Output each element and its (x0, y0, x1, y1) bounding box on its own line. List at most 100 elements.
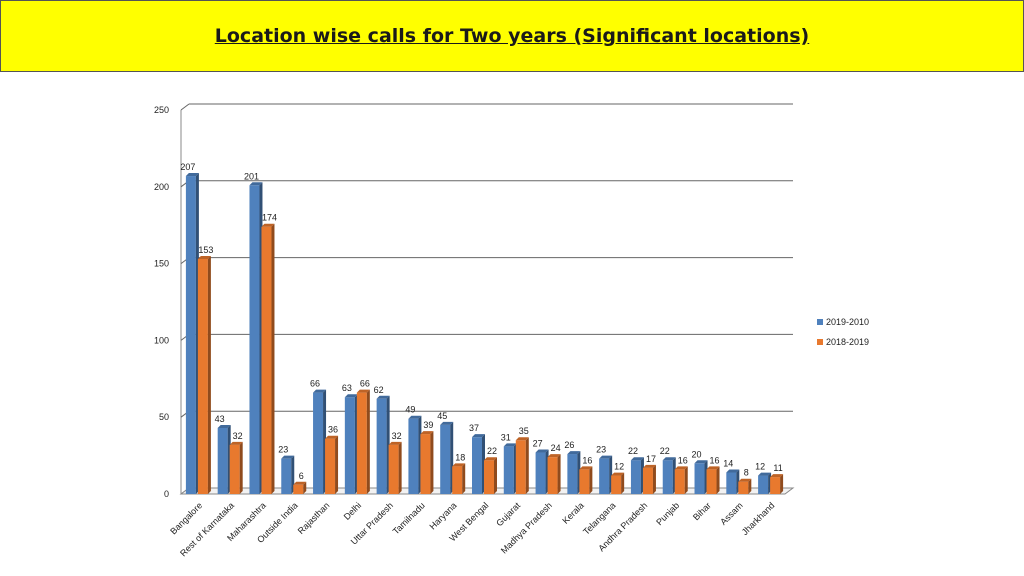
bar-top-2 (261, 223, 275, 227)
bar-top-1 (440, 421, 454, 425)
bar-1 (376, 398, 387, 494)
data-label: 8 (744, 468, 749, 478)
bar-2 (356, 392, 367, 494)
bar-top-2 (356, 389, 370, 393)
bar-top-1 (249, 182, 263, 186)
bar-2 (325, 438, 336, 494)
bar-2 (738, 481, 749, 494)
data-label: 32 (392, 431, 402, 441)
data-label: 49 (405, 405, 415, 415)
bar-1 (440, 424, 451, 494)
bar-1 (599, 458, 610, 494)
bar-2 (452, 466, 463, 494)
data-label: 16 (678, 455, 688, 465)
data-label: 37 (469, 423, 479, 433)
data-label: 23 (596, 445, 606, 455)
y-tick-label: 200 (154, 182, 169, 192)
bar-top-2 (738, 478, 752, 482)
bar-side-2 (652, 464, 656, 494)
bar-1 (726, 472, 737, 494)
y-tick-label: 100 (154, 335, 169, 345)
bar-side-2 (684, 466, 688, 494)
x-tick-label: Gujarat (494, 500, 522, 528)
data-label: 26 (564, 440, 574, 450)
x-tick-label: Kerala (560, 500, 585, 525)
bar-1 (408, 418, 419, 494)
gridline-depth (180, 103, 190, 111)
bar-2 (261, 226, 272, 494)
bar-top-1 (599, 455, 613, 459)
bar-1 (281, 458, 292, 494)
bar-top-2 (452, 463, 466, 467)
data-label: 16 (710, 455, 720, 465)
x-tick-label: Haryana (427, 500, 458, 531)
data-label: 62 (374, 385, 384, 395)
x-tick-label: Tamilnadu (391, 500, 427, 536)
data-label: 17 (646, 454, 656, 464)
bar-side-2 (303, 481, 307, 494)
bar-top-2 (642, 464, 656, 468)
data-label: 11 (773, 463, 782, 473)
bar-top-1 (726, 469, 740, 473)
data-label: 45 (437, 411, 447, 421)
data-label: 32 (233, 431, 243, 441)
data-label: 63 (342, 383, 352, 393)
bar-top-2 (579, 466, 593, 470)
bar-side-2 (621, 472, 625, 494)
bar-top-1 (567, 451, 581, 455)
bar-2 (388, 444, 399, 494)
bar-side-2 (366, 389, 370, 494)
bar-side-1 (291, 455, 295, 494)
data-label: 12 (614, 462, 624, 472)
data-label: 43 (215, 414, 225, 424)
bar-side-2 (335, 435, 339, 494)
data-label: 22 (660, 446, 670, 456)
bar-side-2 (780, 474, 784, 494)
bar-1 (249, 185, 260, 494)
bar-2 (611, 475, 622, 494)
bar-top-1 (662, 457, 676, 461)
bar-top-2 (515, 437, 529, 441)
data-label: 174 (262, 213, 277, 223)
data-label: 16 (582, 455, 592, 465)
bar-1 (758, 475, 769, 494)
bar-top-2 (674, 466, 688, 470)
bar-2 (547, 457, 558, 494)
bar-2 (229, 444, 240, 494)
bar-1 (535, 452, 546, 494)
bar-side-2 (462, 463, 466, 494)
data-label: 6 (299, 471, 304, 481)
x-tick-label: Delhi (342, 500, 364, 522)
data-label: 35 (519, 426, 529, 436)
bar-2 (197, 258, 208, 494)
bar-top-1 (408, 415, 422, 419)
bar-top-2 (325, 435, 339, 439)
bar-top-1 (281, 455, 295, 459)
bar-side-2 (589, 466, 593, 494)
bar-top-1 (376, 395, 390, 399)
bar-1 (313, 392, 324, 494)
bar-side-2 (239, 441, 243, 494)
bar-2 (674, 469, 685, 494)
data-label: 31 (501, 432, 511, 442)
x-tick-label: Rest of Karnataka (178, 500, 236, 558)
bar-2 (420, 434, 431, 494)
bar-top-2 (229, 441, 243, 445)
bar-2 (579, 469, 590, 494)
bar-side-2 (398, 441, 402, 494)
bar-top-2 (293, 481, 307, 485)
bar-side-2 (525, 437, 529, 494)
data-label: 66 (310, 379, 320, 389)
bar-top-1 (313, 389, 327, 393)
data-label: 201 (244, 171, 259, 181)
bar-top-2 (611, 472, 625, 476)
data-label: 23 (278, 445, 288, 455)
bar-1 (694, 463, 705, 494)
bar-1 (567, 454, 578, 494)
x-tick-label: Jharkhand (740, 500, 777, 537)
y-tick-label: 250 (154, 105, 169, 115)
bar-top-2 (706, 466, 720, 470)
x-tick-label: Bihar (691, 500, 713, 522)
bar-side-2 (557, 454, 561, 494)
